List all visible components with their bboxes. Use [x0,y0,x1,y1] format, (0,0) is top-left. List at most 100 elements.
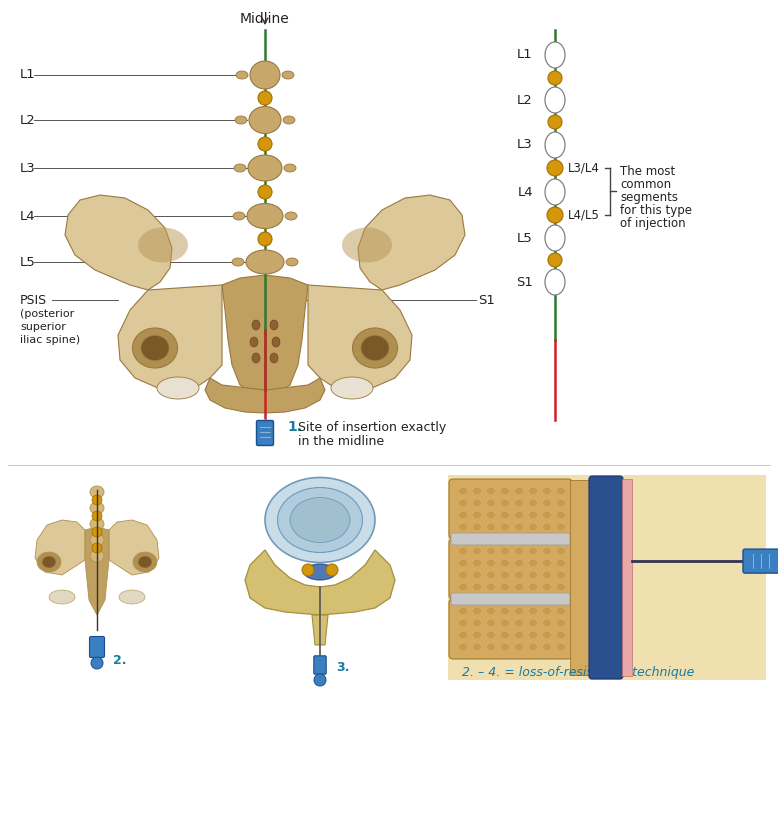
Circle shape [258,91,272,105]
Ellipse shape [530,500,537,506]
Text: for this type: for this type [620,204,692,217]
Ellipse shape [558,524,565,530]
Text: L1: L1 [20,68,36,81]
FancyBboxPatch shape [449,479,572,539]
Ellipse shape [558,560,565,566]
Text: of injection: of injection [620,217,685,230]
Ellipse shape [558,548,565,554]
Ellipse shape [488,584,495,590]
Ellipse shape [474,512,481,518]
Ellipse shape [530,584,537,590]
Ellipse shape [265,477,375,563]
Ellipse shape [502,644,509,650]
Ellipse shape [460,572,467,578]
FancyBboxPatch shape [89,637,104,658]
Ellipse shape [488,632,495,638]
Ellipse shape [516,572,523,578]
Ellipse shape [278,488,363,553]
Ellipse shape [474,572,481,578]
Polygon shape [109,520,159,575]
Ellipse shape [544,620,551,626]
Ellipse shape [90,518,104,530]
Circle shape [258,185,272,199]
Ellipse shape [460,500,467,506]
Ellipse shape [138,228,188,263]
Polygon shape [245,550,395,615]
Ellipse shape [544,500,551,506]
Ellipse shape [234,164,246,172]
Ellipse shape [558,608,565,614]
Ellipse shape [460,524,467,530]
Ellipse shape [502,584,509,590]
Ellipse shape [252,320,260,330]
Ellipse shape [282,71,294,79]
Ellipse shape [545,225,565,251]
Ellipse shape [361,336,389,360]
Circle shape [92,527,102,537]
Ellipse shape [488,488,495,494]
FancyBboxPatch shape [449,599,572,659]
Ellipse shape [49,590,75,604]
Ellipse shape [530,644,537,650]
Circle shape [548,71,562,85]
Ellipse shape [544,584,551,590]
Circle shape [302,564,314,576]
Ellipse shape [516,584,523,590]
Ellipse shape [516,608,523,614]
Ellipse shape [530,512,537,518]
Ellipse shape [516,512,523,518]
Text: L3: L3 [517,138,533,151]
Ellipse shape [502,632,509,638]
Ellipse shape [488,620,495,626]
Circle shape [326,564,338,576]
Ellipse shape [157,377,199,399]
Ellipse shape [460,632,467,638]
Circle shape [548,115,562,129]
Ellipse shape [488,500,495,506]
Ellipse shape [236,71,248,79]
Ellipse shape [474,548,481,554]
Text: L3: L3 [20,162,36,175]
Ellipse shape [90,502,104,514]
Text: L5: L5 [517,232,533,245]
FancyBboxPatch shape [449,539,572,599]
Ellipse shape [558,644,565,650]
Ellipse shape [246,250,284,274]
Ellipse shape [502,560,509,566]
Ellipse shape [516,632,523,638]
Ellipse shape [502,572,509,578]
Ellipse shape [558,572,565,578]
Circle shape [92,511,102,521]
Ellipse shape [90,534,104,546]
Ellipse shape [460,584,467,590]
Ellipse shape [286,258,298,266]
Ellipse shape [272,337,280,347]
Text: L5: L5 [20,255,36,268]
Ellipse shape [460,488,467,494]
Text: Midline: Midline [240,12,290,26]
Text: PSIS: PSIS [20,293,47,307]
Ellipse shape [516,548,523,554]
Circle shape [314,674,326,686]
Text: L4: L4 [517,185,533,198]
Ellipse shape [474,644,481,650]
Bar [448,475,766,680]
Ellipse shape [530,608,537,614]
Ellipse shape [488,512,495,518]
Polygon shape [222,275,308,398]
Text: L3/L4: L3/L4 [568,162,600,175]
Ellipse shape [530,632,537,638]
Ellipse shape [488,572,495,578]
FancyBboxPatch shape [257,420,274,446]
Ellipse shape [502,512,509,518]
Ellipse shape [460,560,467,566]
FancyBboxPatch shape [451,533,570,545]
Ellipse shape [342,228,392,263]
Circle shape [92,543,102,553]
Ellipse shape [138,556,152,568]
Ellipse shape [133,552,157,572]
Ellipse shape [545,132,565,158]
Ellipse shape [474,500,481,506]
Circle shape [548,253,562,267]
Ellipse shape [270,353,278,363]
